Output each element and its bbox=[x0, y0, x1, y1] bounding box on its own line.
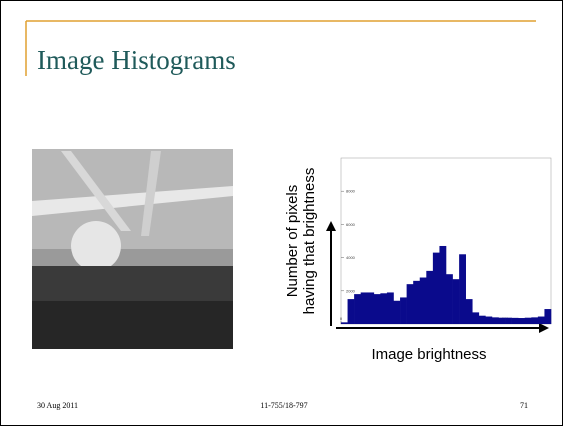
histogram-bar bbox=[386, 292, 394, 324]
y-tick-label: 4000 bbox=[346, 255, 356, 260]
x-axis-label: Image brightness bbox=[371, 346, 486, 363]
histogram-bar bbox=[413, 280, 421, 324]
histogram-bar bbox=[373, 294, 381, 324]
y-tick-label: 8000 bbox=[346, 189, 356, 194]
photo bbox=[32, 149, 233, 349]
histogram-bar bbox=[380, 293, 388, 324]
histogram-bar bbox=[472, 312, 480, 324]
slide-title: Image Histograms bbox=[37, 45, 236, 75]
histogram-bar bbox=[347, 299, 355, 324]
histogram-bar bbox=[531, 317, 539, 324]
histogram-bar bbox=[511, 317, 519, 324]
histogram-bar bbox=[452, 279, 460, 324]
histogram-bar bbox=[354, 294, 361, 324]
histogram-bar bbox=[544, 309, 552, 324]
histogram-bar bbox=[465, 299, 473, 324]
histogram-bar bbox=[341, 322, 348, 324]
histogram-bar bbox=[432, 252, 440, 324]
histogram-bar bbox=[406, 284, 414, 324]
histogram-bar bbox=[478, 315, 486, 324]
histogram-bar bbox=[419, 277, 427, 324]
histogram-bar bbox=[439, 245, 447, 324]
histogram-bar bbox=[367, 292, 375, 324]
histogram-bar bbox=[426, 270, 434, 324]
histogram-bar bbox=[400, 297, 407, 324]
y-axis-label: Number of pixels bbox=[284, 185, 301, 298]
x-arrowhead bbox=[539, 323, 549, 333]
histogram-bar bbox=[446, 274, 453, 324]
histogram-bar bbox=[518, 318, 526, 324]
histogram-bar bbox=[505, 317, 512, 324]
y-arrowhead bbox=[326, 221, 336, 231]
histogram-bar bbox=[491, 317, 499, 324]
x-tick-label: 0 bbox=[340, 316, 343, 321]
y-tick-label: 6000 bbox=[346, 222, 356, 227]
page-number: 71 bbox=[520, 401, 528, 410]
y-axis-label: having that brightness bbox=[301, 168, 318, 315]
y-tick-label: 2000 bbox=[346, 288, 356, 293]
histogram-bar bbox=[537, 316, 545, 324]
histogram-bar bbox=[524, 317, 532, 324]
histogram-bar bbox=[485, 316, 493, 324]
histogram-bar bbox=[360, 292, 368, 324]
histogram-bar bbox=[393, 300, 401, 324]
footer-date: 30 Aug 2011 bbox=[37, 401, 78, 410]
footer-course: 11-755/18-797 bbox=[260, 401, 307, 410]
histogram-bar bbox=[459, 254, 466, 324]
histogram-bar bbox=[498, 317, 506, 324]
